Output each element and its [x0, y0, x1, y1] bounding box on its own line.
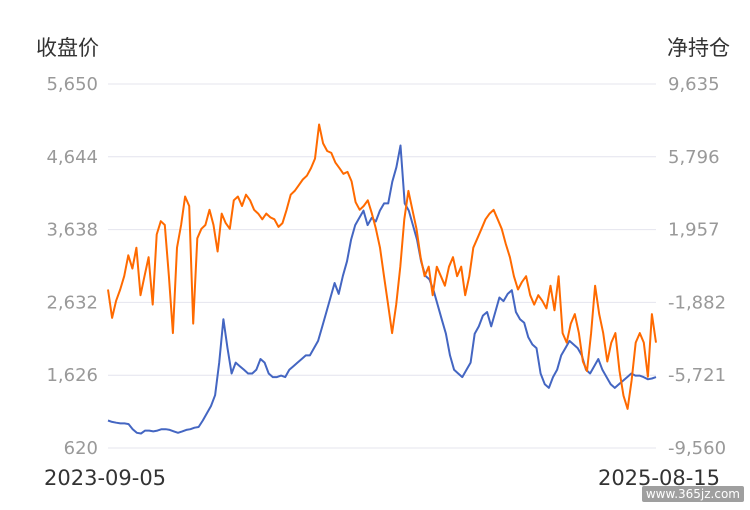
- close-price-line: [107, 144, 657, 435]
- right-axis-title: 净持仓: [667, 36, 730, 60]
- left-tick-label: 620: [64, 438, 98, 459]
- right-tick-label: 1,957: [668, 220, 720, 241]
- left-tick-label: 2,632: [46, 292, 98, 313]
- left-tick-label: 5,650: [46, 74, 98, 95]
- x-axis-start-label: 2023-09-05: [44, 466, 167, 490]
- net-position-line: [107, 123, 657, 410]
- right-tick-label: -9,560: [668, 438, 726, 459]
- right-tick-label: -5,721: [668, 365, 726, 386]
- right-tick-label: 5,796: [668, 147, 720, 168]
- left-axis-title: 收盘价: [36, 36, 99, 60]
- left-tick-label: 4,644: [46, 147, 98, 168]
- left-tick-label: 3,638: [46, 220, 98, 241]
- right-tick-label: -1,882: [668, 292, 726, 313]
- right-tick-label: 9,635: [668, 74, 720, 95]
- left-tick-label: 1,626: [46, 365, 98, 386]
- site-watermark: www.365jz.com: [641, 486, 744, 502]
